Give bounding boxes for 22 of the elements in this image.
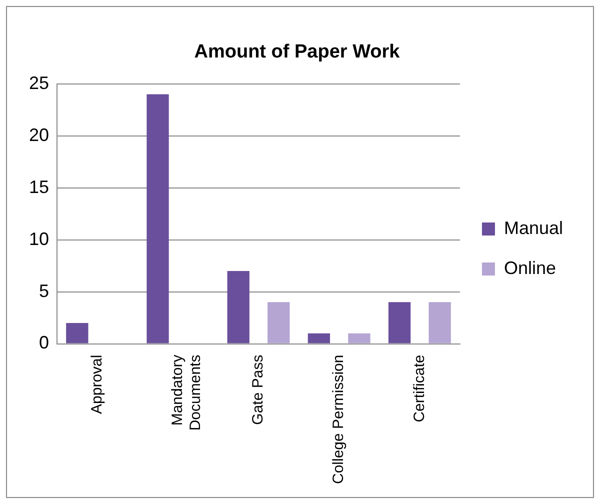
chart-title: Amount of Paper Work (194, 42, 400, 63)
x-tick-label: Certificate (410, 354, 428, 422)
x-tick-label: Mandatory Documents (169, 354, 204, 431)
x-tick-label: Gate Pass (250, 354, 267, 425)
y-tick-label: 25 (28, 72, 50, 93)
legend-label: Online (504, 258, 556, 278)
y-tick-label: 5 (39, 280, 50, 301)
bar (146, 94, 169, 344)
bar (268, 302, 290, 344)
y-tick-label: 0 (39, 332, 50, 353)
bar (227, 270, 250, 344)
y-tick-label: 15 (28, 176, 50, 197)
legend-label: Manual (504, 218, 564, 238)
x-tick-label: College Permission (330, 354, 348, 484)
y-tick-label: 10 (28, 228, 50, 249)
x-tick-label: Approval (88, 354, 106, 414)
bar (388, 302, 411, 344)
y-tick-label: 20 (28, 124, 50, 145)
bar (66, 322, 88, 344)
bar (428, 302, 451, 344)
bar (348, 333, 370, 344)
bar (308, 333, 330, 344)
